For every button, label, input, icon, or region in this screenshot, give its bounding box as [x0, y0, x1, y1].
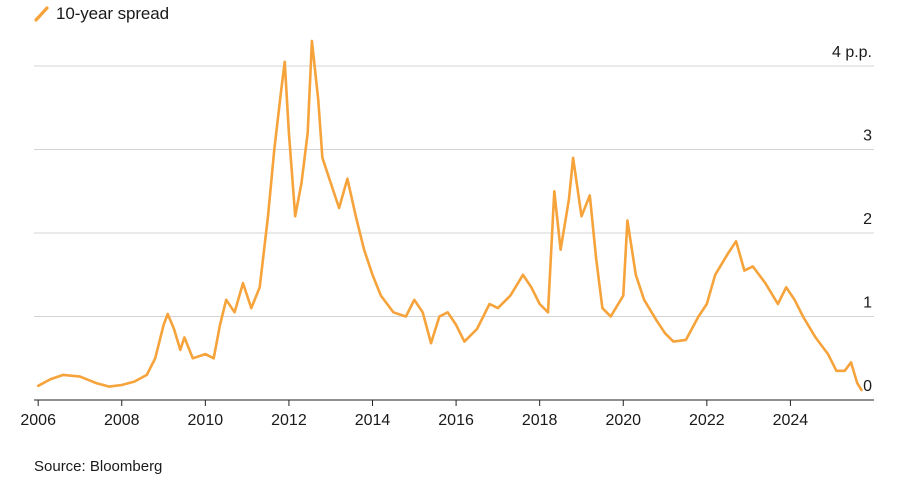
x-tick-label: 2022 [689, 412, 725, 429]
source-note: Source: Bloomberg [34, 458, 163, 475]
x-tick-label: 2020 [605, 412, 641, 429]
y-tick-label: 0 [863, 378, 872, 395]
x-tick-label: 2010 [188, 412, 224, 429]
x-tick-label: 2024 [773, 412, 809, 429]
y-tick-label: 1 [863, 295, 872, 312]
series-line [36, 39, 863, 392]
line-chart: 0 1 2 3 4 p.p. 2006 2008 2010 2012 2014 2016 2018 20… [20, 39, 874, 429]
y-tick-label: 4 p.p. [832, 44, 872, 61]
x-tick-label: 2016 [438, 412, 474, 429]
y-tick-label: 3 [863, 128, 872, 145]
x-tick-label: 2012 [271, 412, 307, 429]
legend-line-swatch [34, 6, 49, 22]
x-tick-label: 2008 [104, 412, 140, 429]
x-tick-label: 2014 [355, 412, 391, 429]
y-tick-label: 2 [863, 211, 872, 228]
x-tick-label: 2018 [522, 412, 558, 429]
x-tick-label: 2006 [20, 412, 56, 429]
legend: 10-year spread [34, 4, 169, 24]
legend-label: 10-year spread [56, 4, 169, 23]
